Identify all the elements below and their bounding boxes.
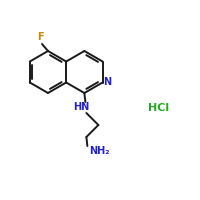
Text: HN: HN xyxy=(73,102,89,112)
Text: NH₂: NH₂ xyxy=(89,146,110,156)
Text: N: N xyxy=(104,77,112,87)
Text: F: F xyxy=(37,32,43,42)
Text: HCl: HCl xyxy=(148,103,169,113)
